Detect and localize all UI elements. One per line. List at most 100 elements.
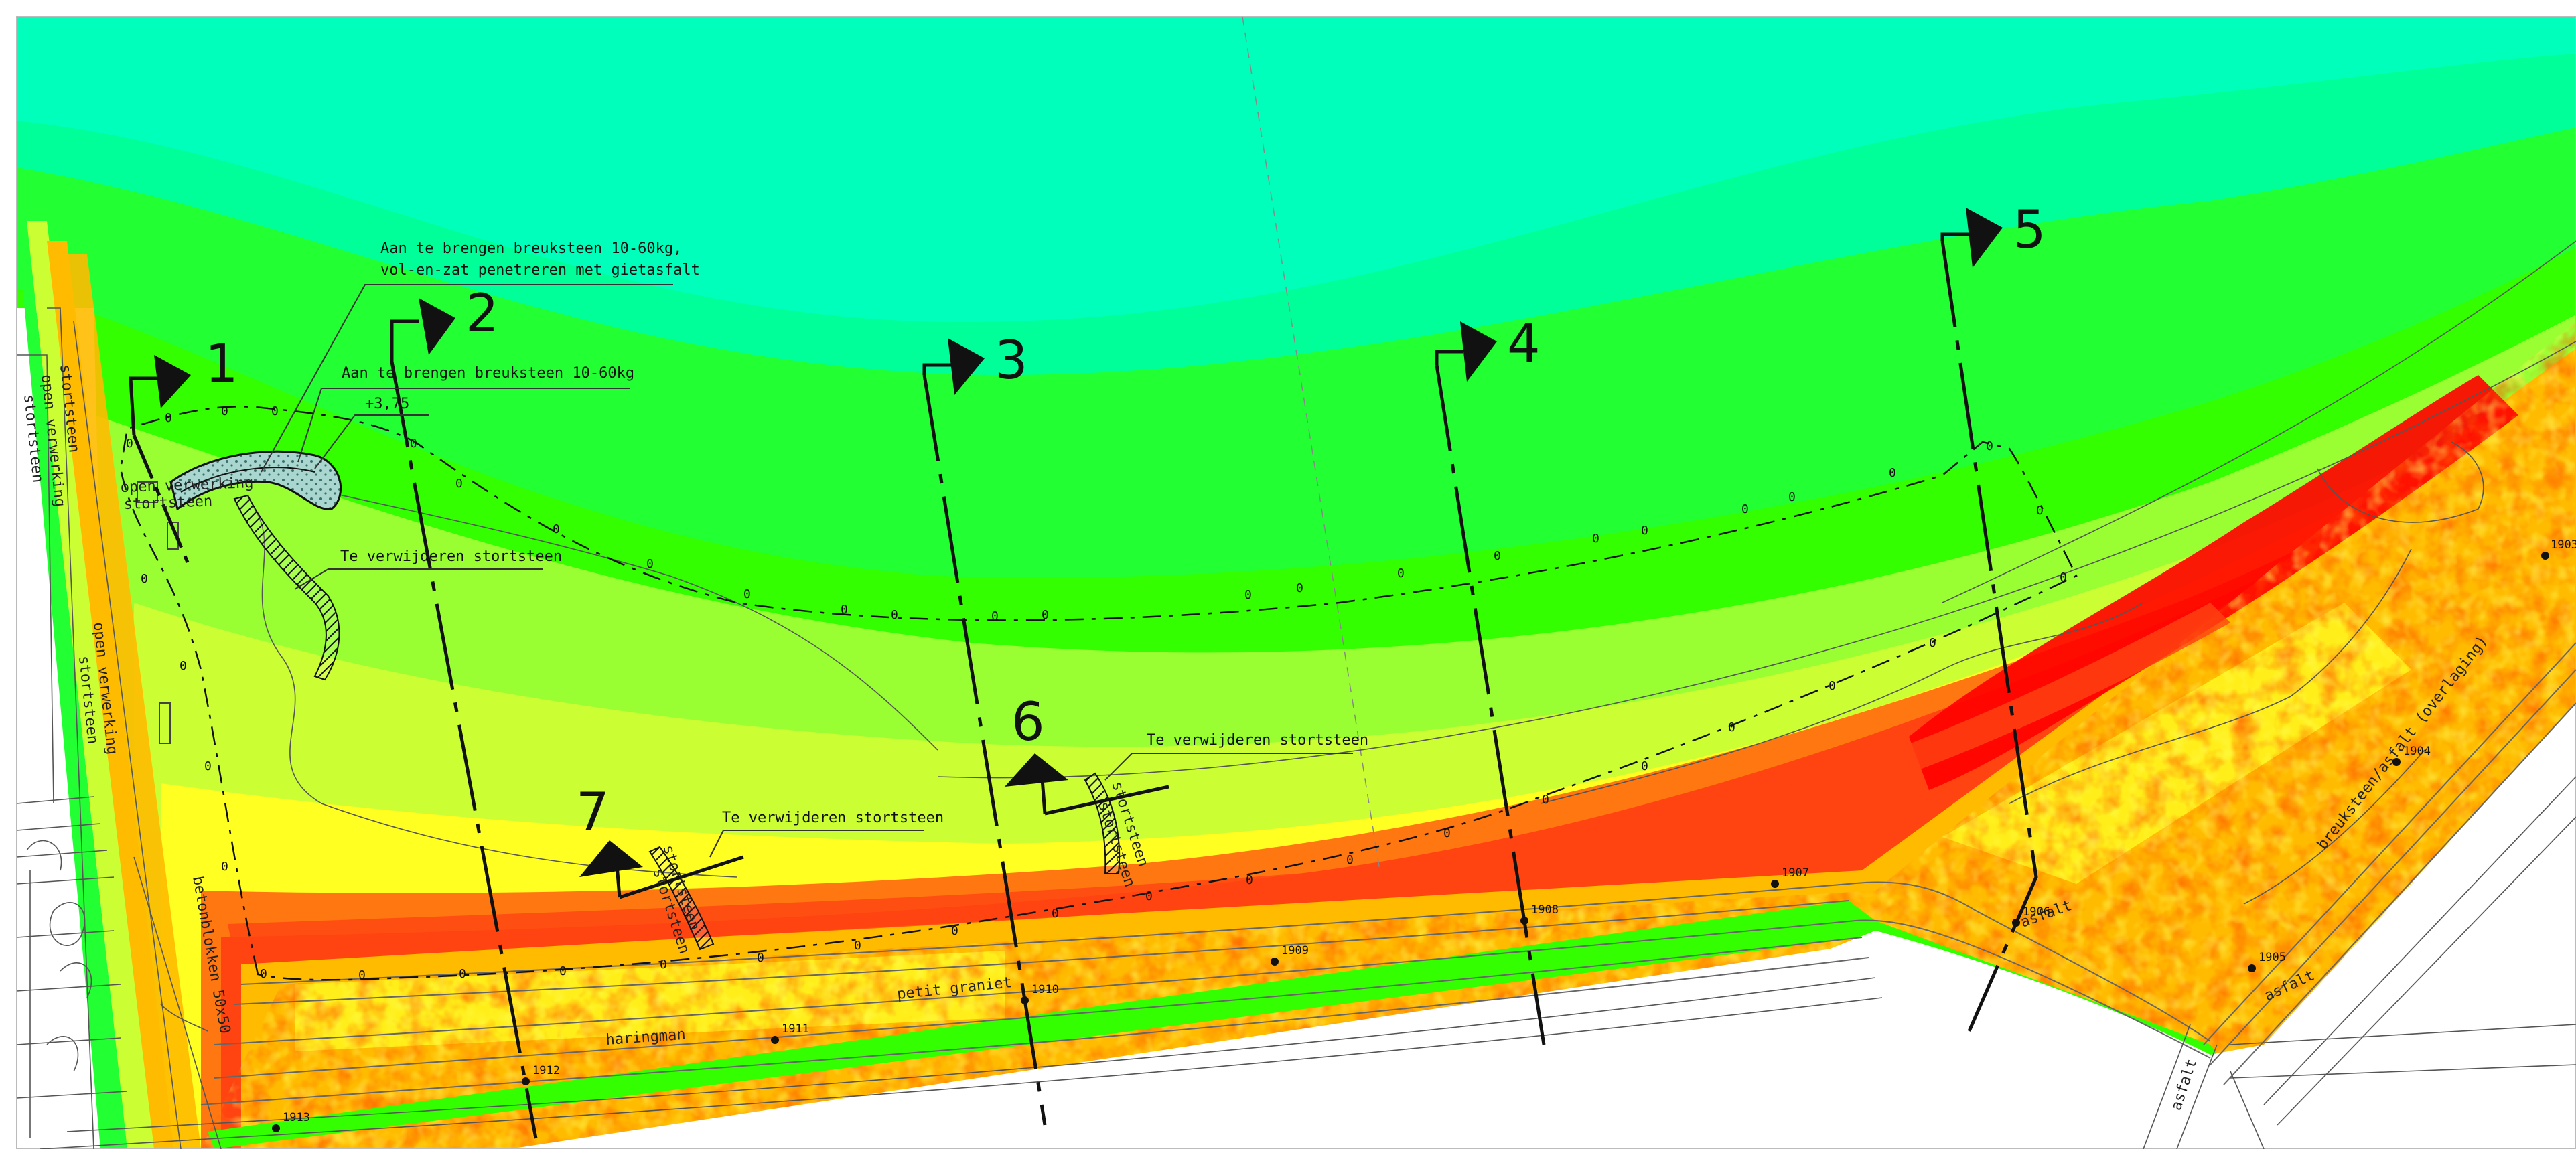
annotation-level: +3,75: [365, 396, 409, 412]
hatch-stortsteen-7: [648, 846, 715, 951]
survey-point-label: 1903: [2551, 538, 2576, 552]
zero-label: 0: [1145, 889, 1153, 903]
zero-label: 0: [1728, 720, 1735, 735]
breakwater-stippled: [169, 450, 342, 511]
cad-linework: [16, 16, 2576, 1149]
survey-point-1906: 1906: [2012, 905, 2050, 927]
zero-label: 0: [1443, 826, 1451, 840]
zero-label: 0: [358, 968, 366, 982]
survey-point-1904: 1904: [2392, 745, 2431, 766]
section-marker-7: 7: [576, 783, 744, 899]
zero-label: 0: [1741, 502, 1749, 516]
zero-label: 0: [1494, 549, 1501, 563]
section-markers: 1 2 3 4 5: [129, 200, 2046, 1139]
survey-points: 1913 1912 1911 1910 1909 1908 1907 1906: [272, 538, 2576, 1132]
zero-label: 0: [459, 967, 466, 981]
survey-point-1907: 1907: [1771, 866, 1809, 888]
hatch-stortsteen-1: [233, 494, 340, 681]
zero-label: 0: [2060, 570, 2067, 585]
zero-contour: 0 0 0 0 0 0 0 0 0 0 0 0 0 0 0 0 0 0 0 0 …: [119, 404, 2078, 982]
zero-label: 0: [260, 967, 267, 981]
survey-point-1910: 1910: [1021, 983, 1059, 1004]
zero-label: 0: [991, 609, 999, 623]
zero-label: 0: [221, 404, 228, 418]
survey-point-1913: 1913: [272, 1111, 310, 1132]
section-label: 6: [1011, 692, 1045, 753]
section-label: 1: [205, 334, 238, 394]
zero-label: 0: [455, 477, 463, 491]
section-marker-6: 6: [1005, 692, 1169, 816]
zero-label: 0: [221, 860, 228, 874]
survey-point-label: 1912: [532, 1064, 560, 1077]
zero-label: 0: [271, 404, 279, 418]
zero-label: 0: [1986, 439, 1993, 453]
survey-point-1912: 1912: [522, 1064, 560, 1085]
survey-point-label: 1910: [1031, 983, 1059, 996]
survey-point-label: 1905: [2259, 951, 2286, 964]
zero-label: 0: [1592, 532, 1599, 546]
section-label: 2: [466, 284, 499, 344]
section-label: 7: [576, 783, 610, 843]
section-label: 5: [2013, 200, 2046, 260]
zero-label: 0: [1788, 490, 1796, 504]
zero-label: 0: [180, 659, 187, 673]
zero-label: 0: [141, 572, 148, 586]
annotation-breuksteen-gietasfalt-2: vol-en-zat penetreren met gietasfalt: [380, 262, 700, 279]
survey-point-label: 1907: [1782, 866, 1809, 880]
survey-point-1911: 1911: [771, 1022, 809, 1044]
section-marker-5: 5: [1940, 200, 2046, 1032]
annotation-verwijderen-1: Te verwijderen stortsteen: [340, 548, 562, 565]
zero-label: 0: [559, 964, 567, 978]
zero-label: 0: [951, 924, 958, 938]
survey-point-label: 1909: [1281, 944, 1309, 958]
section-label: 4: [1507, 314, 1541, 374]
zero-label: 0: [204, 759, 212, 773]
zero-label: 0: [660, 958, 667, 972]
zero-label: 0: [1641, 524, 1648, 538]
survey-point-label: 1913: [283, 1111, 310, 1124]
section-marker-2: 2: [390, 284, 538, 1139]
band-slope-red: [228, 603, 2230, 958]
zero-label: 0: [410, 437, 417, 451]
structures: [137, 450, 1121, 951]
zero-label: 0: [1244, 588, 1252, 602]
zero-contour-line: [119, 406, 2078, 981]
zero-label: 0: [891, 608, 898, 622]
annotation-verwijderen-2: Te verwijderen stortsteen: [722, 810, 944, 826]
zero-label: 0: [1641, 759, 1648, 773]
zero-label: 0: [1542, 793, 1549, 807]
survey-point-1908: 1908: [1520, 903, 1559, 925]
zero-label: 0: [1829, 679, 1836, 693]
zero-label: 0: [757, 951, 764, 965]
annotation-breuksteen-10-60: Aan te brengen breuksteen 10-60kg: [342, 365, 634, 382]
zero-label: 0: [553, 522, 560, 536]
zero-label: 0: [2036, 504, 2044, 518]
zero-label: 0: [126, 437, 133, 451]
zero-label: 0: [1346, 853, 1354, 867]
annotation-callouts: Aan te brengen breuksteen 10-60kg, vol-e…: [261, 240, 1368, 858]
survey-point-label: 1908: [1531, 903, 1559, 917]
zero-label: 0: [1042, 608, 1049, 622]
zero-label: 0: [1052, 907, 1059, 921]
zero-label: 0: [646, 557, 654, 571]
section-marker-1: 1: [129, 334, 238, 563]
survey-point-label: 1904: [2403, 745, 2431, 758]
left-coast-strips: [17, 221, 201, 1149]
zero-label: 0: [1889, 466, 1896, 480]
zero-label: 0: [1929, 636, 1936, 650]
annotation-breuksteen-gietasfalt-1: Aan te brengen breuksteen 10-60kg,: [380, 240, 682, 257]
zero-label: 0: [1397, 566, 1405, 581]
road-area-left: [509, 944, 1862, 1149]
label-stortsteen: stortsteen: [123, 493, 212, 513]
survey-point-label: 1911: [782, 1022, 809, 1036]
survey-point-1905: 1905: [2248, 951, 2286, 972]
zero-label: 0: [1296, 581, 1303, 595]
zero-label: 0: [1246, 873, 1253, 887]
road-area: [1808, 703, 2576, 1149]
zero-label: 0: [841, 603, 848, 617]
survey-point-label: 1906: [2023, 905, 2050, 919]
zero-label: 0: [165, 411, 172, 425]
